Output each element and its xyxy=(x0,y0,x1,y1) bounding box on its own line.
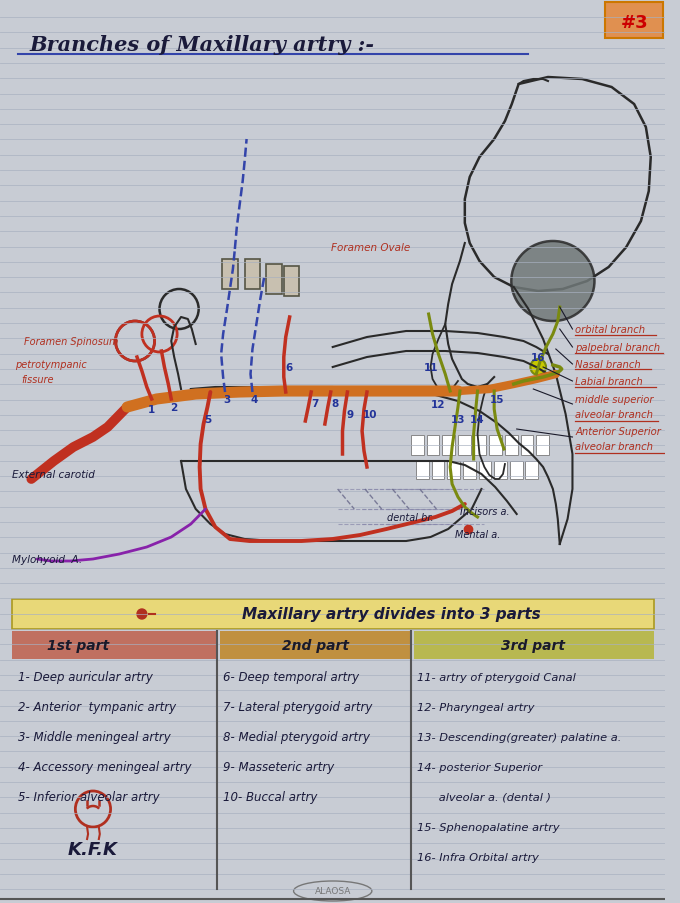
Bar xyxy=(494,461,507,479)
Text: fissure: fissure xyxy=(22,375,54,385)
Text: Nasal branch: Nasal branch xyxy=(575,359,641,369)
Bar xyxy=(266,265,282,294)
Text: External carotid: External carotid xyxy=(12,470,95,479)
Bar xyxy=(537,435,549,455)
Text: 4- Accessory meningeal artry: 4- Accessory meningeal artry xyxy=(18,760,191,774)
Text: 7- Lateral pterygoid artry: 7- Lateral pterygoid artry xyxy=(223,701,373,713)
Bar xyxy=(505,435,517,455)
Text: Branches of Maxillary artry :-: Branches of Maxillary artry :- xyxy=(29,35,375,55)
Bar xyxy=(474,435,486,455)
Text: 13- Descending(greater) palatine a.: 13- Descending(greater) palatine a. xyxy=(417,732,622,742)
Text: 4: 4 xyxy=(251,395,258,405)
Text: K.F.K: K.F.K xyxy=(68,840,118,858)
Text: Mental a.: Mental a. xyxy=(455,529,500,539)
Bar xyxy=(284,266,299,297)
Text: 2nd part: 2nd part xyxy=(282,638,349,652)
Bar xyxy=(510,461,522,479)
Bar xyxy=(411,435,424,455)
Text: 10: 10 xyxy=(362,410,377,420)
Text: 14: 14 xyxy=(471,414,485,424)
Text: Anterior Superior: Anterior Superior xyxy=(575,426,661,436)
Text: 16- Infra Orbital artry: 16- Infra Orbital artry xyxy=(417,852,539,862)
Text: 10- Buccal artry: 10- Buccal artry xyxy=(223,791,318,804)
Text: 1st part: 1st part xyxy=(47,638,109,652)
Text: 3- Middle meningeal artry: 3- Middle meningeal artry xyxy=(18,731,171,744)
Bar xyxy=(479,461,491,479)
Text: alveolar branch: alveolar branch xyxy=(575,410,653,420)
Text: dental br.: dental br. xyxy=(386,512,433,523)
FancyBboxPatch shape xyxy=(605,3,664,39)
Text: Maxillary artry divides into 3 parts: Maxillary artry divides into 3 parts xyxy=(242,607,541,622)
Text: 2- Anterior  tympanic artry: 2- Anterior tympanic artry xyxy=(18,701,175,713)
Bar xyxy=(12,600,653,629)
Text: 8: 8 xyxy=(331,398,338,408)
Text: 12- Pharyngeal artry: 12- Pharyngeal artry xyxy=(417,703,534,712)
Bar xyxy=(463,461,475,479)
Text: 11- artry of pterygoid Canal: 11- artry of pterygoid Canal xyxy=(417,672,575,683)
Text: 9: 9 xyxy=(347,410,354,420)
Text: 2: 2 xyxy=(171,403,177,413)
Bar xyxy=(416,461,428,479)
Text: Mylohyoid  A.: Mylohyoid A. xyxy=(12,554,82,564)
Bar xyxy=(220,631,411,659)
Text: middle superior: middle superior xyxy=(575,395,654,405)
Text: 1- Deep auricular artry: 1- Deep auricular artry xyxy=(18,671,152,684)
Text: 13: 13 xyxy=(451,414,465,424)
Text: 12: 12 xyxy=(431,399,445,410)
Text: palpebral branch: palpebral branch xyxy=(575,342,660,352)
Text: 15: 15 xyxy=(490,395,505,405)
Text: 14- posterior Superior: 14- posterior Superior xyxy=(417,762,542,772)
Text: 8- Medial pterygoid artry: 8- Medial pterygoid artry xyxy=(223,731,370,744)
Text: 3rd part: 3rd part xyxy=(501,638,565,652)
Bar xyxy=(442,435,455,455)
Text: alveolar branch: alveolar branch xyxy=(575,442,653,452)
Bar xyxy=(245,260,260,290)
Text: Foramen Spinosum: Foramen Spinosum xyxy=(24,337,119,347)
Text: 5- Inferior alveolar artry: 5- Inferior alveolar artry xyxy=(18,791,159,804)
Text: petrotympanic: petrotympanic xyxy=(15,359,86,369)
Text: 9- Masseteric artry: 9- Masseteric artry xyxy=(223,760,335,774)
Text: 5: 5 xyxy=(204,414,211,424)
Text: 6- Deep temporal artry: 6- Deep temporal artry xyxy=(223,671,359,684)
Bar xyxy=(432,461,444,479)
Ellipse shape xyxy=(511,242,594,321)
Bar xyxy=(526,461,538,479)
Text: ALAOSA: ALAOSA xyxy=(315,887,351,896)
Text: 1: 1 xyxy=(148,405,155,414)
Text: orbital branch: orbital branch xyxy=(575,325,645,335)
Bar xyxy=(12,631,217,659)
Text: 15- Sphenopalatine artry: 15- Sphenopalatine artry xyxy=(417,822,560,832)
Text: 16: 16 xyxy=(531,352,545,363)
Text: Foramen Ovale: Foramen Ovale xyxy=(330,243,410,253)
Bar xyxy=(521,435,533,455)
Text: #3: #3 xyxy=(620,14,648,32)
Bar xyxy=(458,435,471,455)
Text: Labial branch: Labial branch xyxy=(575,377,643,386)
Bar xyxy=(490,435,502,455)
Text: Incisors a.: Incisors a. xyxy=(460,507,509,517)
Circle shape xyxy=(137,610,147,619)
Circle shape xyxy=(530,359,546,376)
Bar xyxy=(222,260,238,290)
Bar xyxy=(426,435,439,455)
Bar xyxy=(447,461,460,479)
Text: 3: 3 xyxy=(224,395,231,405)
Text: 11: 11 xyxy=(424,363,438,373)
Text: 6: 6 xyxy=(285,363,292,373)
Text: 7: 7 xyxy=(311,398,319,408)
Text: alveolar a. (dental ): alveolar a. (dental ) xyxy=(417,792,551,802)
Bar xyxy=(414,631,653,659)
